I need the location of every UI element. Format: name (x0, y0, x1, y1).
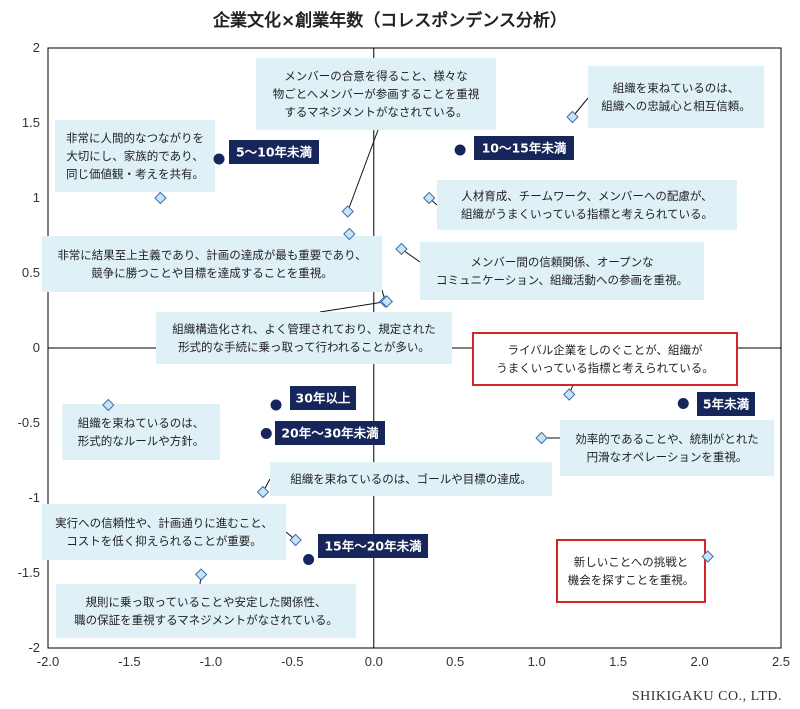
culture-point-marker (422, 191, 436, 205)
annotation-label: 効率的であることや、統制がとれた円滑なオペレーションを重視。 (575, 432, 759, 464)
annotation-label: 非常に人間的なつながりを大切にし、家族的であり、同じ価値観・考えを共有。 (66, 131, 204, 181)
culture-point-marker (566, 110, 579, 124)
x-tick-label: 0.0 (365, 654, 383, 669)
annotation-box (472, 332, 738, 386)
x-tick-label: -0.5 (281, 654, 303, 669)
annotation-label: 実行への信頼性や、計画通りに進むこと、コストを低く抑えられることが重要。 (55, 516, 273, 548)
x-tick-label: 1.0 (528, 654, 546, 669)
note-layer: 組織を束ねているのは、組織への忠誠心と相互信頼。 メンバーの合意を得ること、様々な… (42, 58, 774, 638)
culture-point-marker (289, 533, 302, 547)
group-label: 5〜10年未満 (236, 145, 313, 160)
group-label-box (474, 136, 574, 160)
group-label-box (290, 386, 356, 410)
group-label-box (229, 140, 319, 164)
annotation-box (420, 242, 704, 300)
culture-point-marker (194, 568, 208, 581)
x-tick-label: -2.0 (37, 654, 59, 669)
annotation-label: 非常に結果至上主義であり、計画の達成が最も重要であり、競争に勝つことや目標を達成… (57, 248, 366, 280)
y-tick-label: -2 (28, 640, 40, 655)
x-tick-label: -1.5 (118, 654, 140, 669)
group-label-box (697, 392, 755, 416)
annotation-box (560, 420, 774, 476)
group-point-marker (454, 144, 466, 156)
group-label: 10〜15年未満 (482, 141, 567, 156)
group-point-marker (303, 554, 315, 565)
annotation-box (270, 462, 552, 496)
culture-point-marker (701, 550, 714, 563)
annotation-label: 組織構造化され、よく管理されており、規定された形式的な手続に乗っ取って行われるこ… (172, 322, 435, 354)
x-tick-label: 2.0 (691, 654, 709, 669)
annotation-label: 組織を束ねているのは、形式的なルールや方針。 (78, 416, 205, 448)
annotation-box (156, 312, 452, 364)
annotation-box (42, 504, 286, 560)
annotation-label: ライバル企業をしのぐことが、組織がうまくいっている指標と考えられている。 (496, 343, 714, 375)
culture-point-marker (154, 191, 167, 205)
chart-title: 企業文化×創業年数（コレスポンデンス分析） (212, 10, 567, 31)
annotation-box (56, 584, 356, 638)
x-tick-label: 1.5 (609, 654, 627, 669)
annotation-label: 組織を束ねているのは、組織への忠誠心と相互信頼。 (601, 81, 751, 113)
annotation-label: メンバーの合意を得ること、様々な物ごとへメンバーが参画することを重視するマネジメ… (273, 69, 480, 119)
culture-point-marker (341, 205, 354, 218)
y-tick-label: 0 (33, 340, 40, 355)
group-label: 5年未満 (703, 397, 750, 412)
group-label: 20年〜30年未満 (281, 426, 379, 441)
annotation-box (556, 539, 706, 603)
annotation-box (55, 120, 215, 192)
annotation-label: 新しいことへの挑戦と機会を探すことを重視。 (568, 555, 695, 587)
group-point-marker (270, 399, 282, 411)
group-label: 30年以上 (296, 391, 351, 406)
y-tick-label: 1 (33, 190, 40, 205)
x-tick-label: 0.5 (446, 654, 464, 669)
group-label-box (275, 421, 385, 445)
leader-line (319, 301, 387, 313)
y-tick-label: 0.5 (22, 265, 40, 280)
y-tick-label: -0.5 (18, 415, 40, 430)
culture-point-marker (102, 398, 115, 412)
culture-point-marker (343, 227, 356, 241)
group-point-marker (260, 428, 272, 439)
annotation-box (256, 58, 496, 130)
annotation-box (62, 404, 220, 460)
group-point-marker (677, 398, 689, 409)
y-tick-label: -1.5 (18, 565, 40, 580)
culture-point-marker (563, 388, 576, 401)
x-tick-label: -1.0 (200, 654, 222, 669)
culture-point-marker (256, 485, 270, 499)
annotation-label: 規則に乗っ取っていることや安定した関係性、職の保証を重視するマネジメントがなされ… (74, 595, 338, 627)
annotation-box (42, 236, 382, 292)
annotation-label: メンバー間の信頼関係、オープンなコミュニケーション、組織活動への参画を重視。 (436, 255, 688, 287)
marker-layer (102, 110, 714, 581)
group-layer: 10〜15年未満 5〜10年未満 30年以上 20年〜30年未満 5年未満 15年〜20年… (229, 136, 755, 558)
y-tick-label: -1 (28, 490, 40, 505)
culture-point-marker (535, 431, 548, 445)
annotation-label: 人材育成、チームワーク、メンバーへの配慮が、組織がうまくいっている指標と考えられ… (461, 189, 713, 221)
group-label-box (318, 534, 428, 558)
annotation-box (588, 66, 764, 128)
culture-point-marker (395, 242, 408, 256)
group-point-marker (213, 153, 225, 165)
culture-point-marker (380, 295, 394, 308)
y-tick-label: 2 (33, 40, 40, 55)
credit-text: SHIKIGAKU CO., LTD. (632, 689, 782, 704)
annotation-label: 組織を束ねているのは、ゴールや目標の達成。 (290, 472, 532, 486)
y-tick-label: 1.5 (22, 115, 40, 130)
annotation-box (437, 180, 737, 230)
group-label: 15年〜20年未満 (324, 539, 422, 554)
x-tick-label: 2.5 (772, 654, 790, 669)
leader-line (347, 129, 379, 212)
